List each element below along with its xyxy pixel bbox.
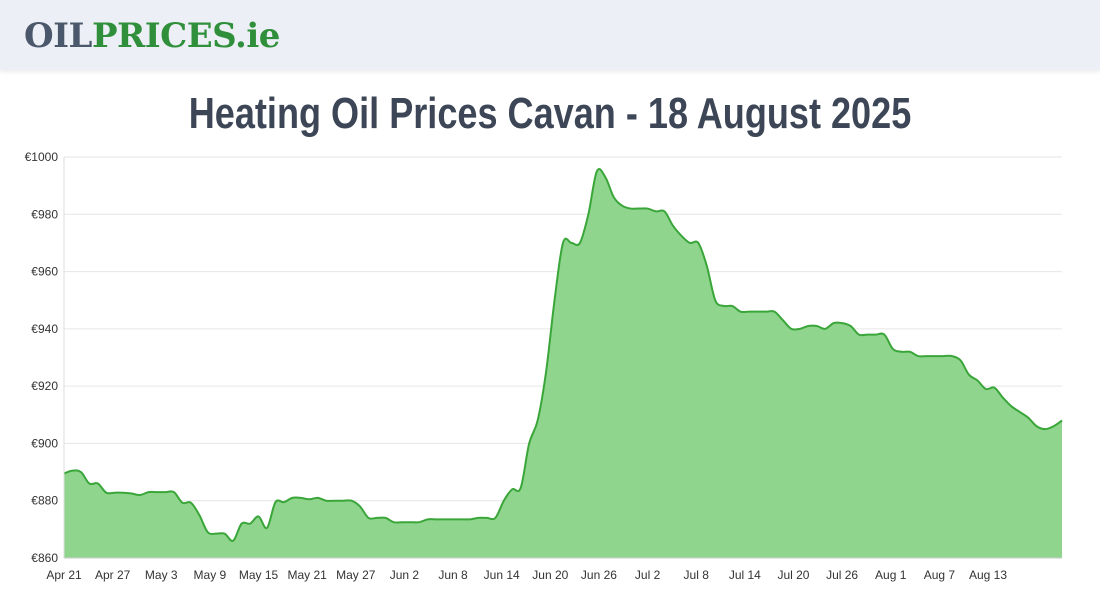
site-logo[interactable]: OILPRICES.ie bbox=[24, 14, 280, 58]
x-tick-label: Jul 14 bbox=[729, 568, 761, 582]
x-tick-label: May 3 bbox=[145, 568, 178, 582]
x-tick-label: May 27 bbox=[336, 568, 376, 582]
x-tick-label: Jun 2 bbox=[390, 568, 420, 582]
x-tick-label: Apr 21 bbox=[46, 568, 82, 582]
x-tick-label: Aug 1 bbox=[875, 568, 907, 582]
y-tick-label: €880 bbox=[31, 494, 58, 508]
y-tick-label: €940 bbox=[31, 322, 58, 336]
top-navigation-bar: OILPRICES.ie bbox=[0, 0, 1100, 70]
x-tick-label: Jul 2 bbox=[635, 568, 661, 582]
logo-text-prices: PRICES.ie bbox=[91, 16, 280, 56]
x-tick-label: May 15 bbox=[239, 568, 279, 582]
y-axis-labels: €860 €880 €900 €920 €940 €960 €980 €1000 bbox=[25, 150, 59, 565]
x-tick-label: May 21 bbox=[287, 568, 327, 582]
x-axis-labels: Apr 21 Apr 27 May 3 May 9 May 15 May 21 May 27… bbox=[46, 568, 1007, 582]
x-tick-label: Jul 8 bbox=[684, 568, 710, 582]
x-tick-label: Jul 20 bbox=[777, 568, 809, 582]
y-tick-label: €980 bbox=[31, 207, 58, 221]
x-tick-label: Jun 14 bbox=[484, 568, 520, 582]
x-tick-label: Aug 13 bbox=[969, 568, 1007, 582]
y-tick-label: €1000 bbox=[25, 150, 59, 164]
x-tick-label: May 9 bbox=[194, 568, 227, 582]
price-area-fill bbox=[64, 168, 1062, 558]
y-tick-label: €920 bbox=[31, 379, 58, 393]
x-tick-label: Jun 20 bbox=[532, 568, 568, 582]
x-tick-label: Jul 26 bbox=[826, 568, 858, 582]
page-title: Heating Oil Prices Cavan - 18 August 202… bbox=[188, 89, 912, 138]
y-tick-label: €900 bbox=[31, 436, 58, 450]
price-series-line bbox=[63, 167, 1063, 543]
logo-text-oil: OIL bbox=[24, 16, 92, 56]
x-tick-label: Apr 27 bbox=[95, 568, 131, 582]
y-tick-label: €860 bbox=[31, 551, 58, 565]
x-tick-label: Jun 26 bbox=[581, 568, 617, 582]
y-tick-label: €960 bbox=[31, 265, 58, 279]
x-tick-label: Jun 8 bbox=[438, 568, 468, 582]
x-tick-label: Aug 7 bbox=[924, 568, 956, 582]
